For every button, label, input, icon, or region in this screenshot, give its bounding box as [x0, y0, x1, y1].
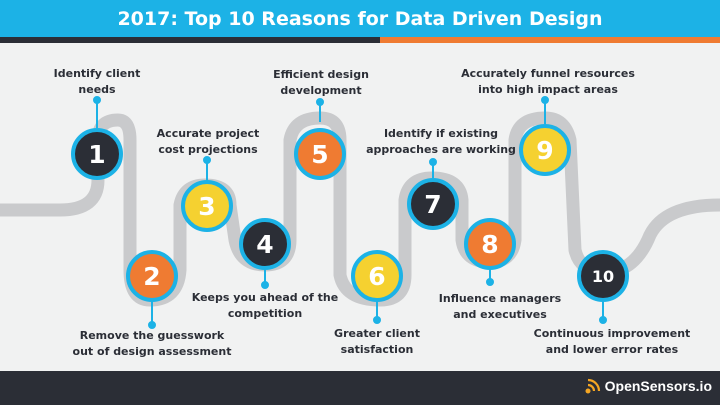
connector-dot-2 [148, 321, 156, 329]
step-number-5: 5 [311, 139, 329, 169]
step-circle-10: 10 [577, 250, 629, 302]
reason-9-line1: Accurately funnel resources [461, 67, 635, 80]
connector-dot-9 [541, 96, 549, 104]
reason-5-line1: Efficient design [273, 68, 369, 81]
reason-3-line2: cost projections [158, 143, 258, 156]
reason-label-4: Keeps you ahead of the competition [192, 290, 338, 322]
step-circle-7: 7 [407, 178, 459, 230]
step-circle-2: 2 [126, 250, 178, 302]
reason-1-line2: needs [78, 83, 116, 96]
reason-label-7: Identify if existing approaches are work… [366, 126, 516, 158]
step-number-4: 4 [256, 229, 274, 259]
reason-label-9: Accurately funnel resources into high im… [461, 66, 635, 98]
reason-5-line2: development [280, 84, 362, 97]
step-number-9: 9 [536, 135, 554, 165]
reason-4-line1: Keeps you ahead of the [191, 291, 339, 304]
step-number-7: 7 [424, 189, 442, 219]
step-number-10: 10 [591, 266, 615, 286]
step-circle-5: 5 [294, 128, 346, 180]
reason-6-line2: satisfaction [340, 343, 414, 356]
step-circle-9: 9 [519, 124, 571, 176]
reason-2-line2: out of design assessment [72, 345, 232, 358]
connector-dot-10 [599, 316, 607, 324]
page-title: 2017: Top 10 Reasons for Data Driven Des… [0, 0, 720, 37]
step-number-6: 6 [368, 261, 386, 291]
connector-dot-8 [486, 278, 494, 286]
reason-4-line2: competition [227, 307, 303, 320]
reason-10-line1: Continuous improvement [533, 327, 691, 340]
reason-6-line1: Greater client [334, 327, 420, 340]
reason-9-line2: into high impact areas [478, 83, 618, 96]
reason-label-6: Greater client satisfaction [334, 326, 420, 358]
reason-8-line1: Influence managers [438, 292, 562, 305]
step-circle-3: 3 [181, 180, 233, 232]
connector-dot-3 [203, 156, 211, 164]
signal-icon [585, 378, 600, 394]
step-number-2: 2 [143, 261, 161, 291]
title-text: 2017: Top 10 Reasons for Data Driven Des… [117, 7, 603, 30]
reason-7-line1: Identify if existing [383, 127, 499, 140]
reason-label-5: Efficient design development [273, 67, 369, 99]
step-number-8: 8 [481, 229, 499, 259]
brand-logo: OpenSensors.io [584, 377, 712, 395]
reason-label-1: Identify client needs [54, 66, 141, 98]
step-number-1: 1 [88, 139, 106, 169]
reason-10-line2: and lower error rates [545, 343, 679, 356]
connectors [93, 96, 607, 329]
brand-name: OpenSensors.io [604, 378, 712, 394]
reason-8-line2: and executives [453, 308, 547, 321]
reason-label-3: Accurate project cost projections [157, 126, 260, 158]
step-circle-1: 1 [71, 128, 123, 180]
connector-dot-5 [316, 98, 324, 106]
header-stripe-dark [0, 37, 380, 43]
step-circle-8: 8 [464, 218, 516, 270]
connector-dot-1 [93, 96, 101, 104]
header-stripe-orange [380, 37, 720, 43]
step-circle-4: 4 [239, 218, 291, 270]
reason-label-2: Remove the guesswork out of design asses… [73, 328, 232, 360]
step-circle-6: 6 [351, 250, 403, 302]
reason-label-8: Influence managers and executives [439, 291, 561, 323]
connector-dot-6 [373, 316, 381, 324]
reason-2-line1: Remove the guesswork [79, 329, 225, 342]
connector-dot-4 [261, 281, 269, 289]
winding-road [0, 96, 720, 329]
footer-bar: OpenSensors.io [0, 371, 720, 405]
connector-dot-7 [429, 158, 437, 166]
reason-1-line1: Identify client [53, 67, 141, 80]
reason-3-line1: Accurate project [156, 127, 260, 140]
reason-7-line2: approaches are working [366, 143, 516, 156]
reason-label-10: Continuous improvement and lower error r… [534, 326, 691, 358]
step-number-3: 3 [198, 191, 216, 221]
